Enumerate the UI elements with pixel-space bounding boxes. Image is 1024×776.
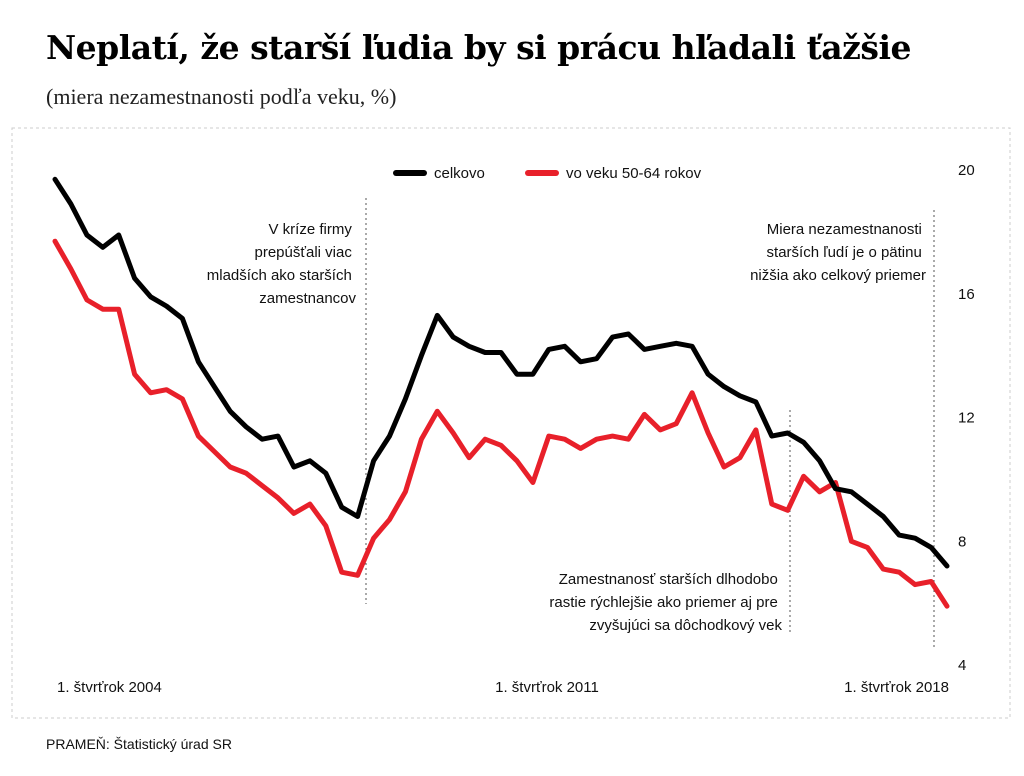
x-tick-label: 1. štvrťrok 2011 xyxy=(495,679,599,696)
x-tick-label: 1. štvrťrok 2004 xyxy=(57,679,162,696)
x-axis: 1. štvrťrok 2004 1. štvrťrok 2011 1. štvrť… xyxy=(57,679,949,696)
y-tick-label: 20 xyxy=(958,162,975,179)
legend: celkovo vo veku 50-64 rokov xyxy=(393,165,702,182)
y-tick-label: 16 xyxy=(958,286,975,303)
legend-label-older: vo veku 50-64 rokov xyxy=(566,165,702,182)
y-tick-label: 12 xyxy=(958,410,975,427)
x-tick-label: 1. štvrťrok 2018 xyxy=(844,679,949,696)
annotation-older-rate: Miera nezamestnanosti starších ľudí je o… xyxy=(750,221,926,284)
annotation-older-employment: Zamestnanosť starších dlhodobo rastie rý… xyxy=(549,571,782,634)
series-line-older xyxy=(52,238,950,609)
y-tick-label: 4 xyxy=(958,657,966,674)
y-tick-label: 8 xyxy=(958,533,966,550)
series-layer xyxy=(52,176,950,609)
legend-label-total: celkovo xyxy=(434,165,485,182)
chart-subtitle: (miera nezamestnanosti podľa veku, %) xyxy=(46,84,397,109)
annotation-crisis: V kríze firmy prepúšťali viac mladších a… xyxy=(207,221,357,307)
chart-frame xyxy=(11,127,1011,719)
y-axis: 4 8 12 16 20 xyxy=(958,162,975,674)
series-line-total xyxy=(52,176,950,569)
chart-title: Neplatí, že starší ľudia by si prácu hľa… xyxy=(46,28,912,67)
source-note: PRAMEŇ: Štatistický úrad SR xyxy=(46,736,232,752)
